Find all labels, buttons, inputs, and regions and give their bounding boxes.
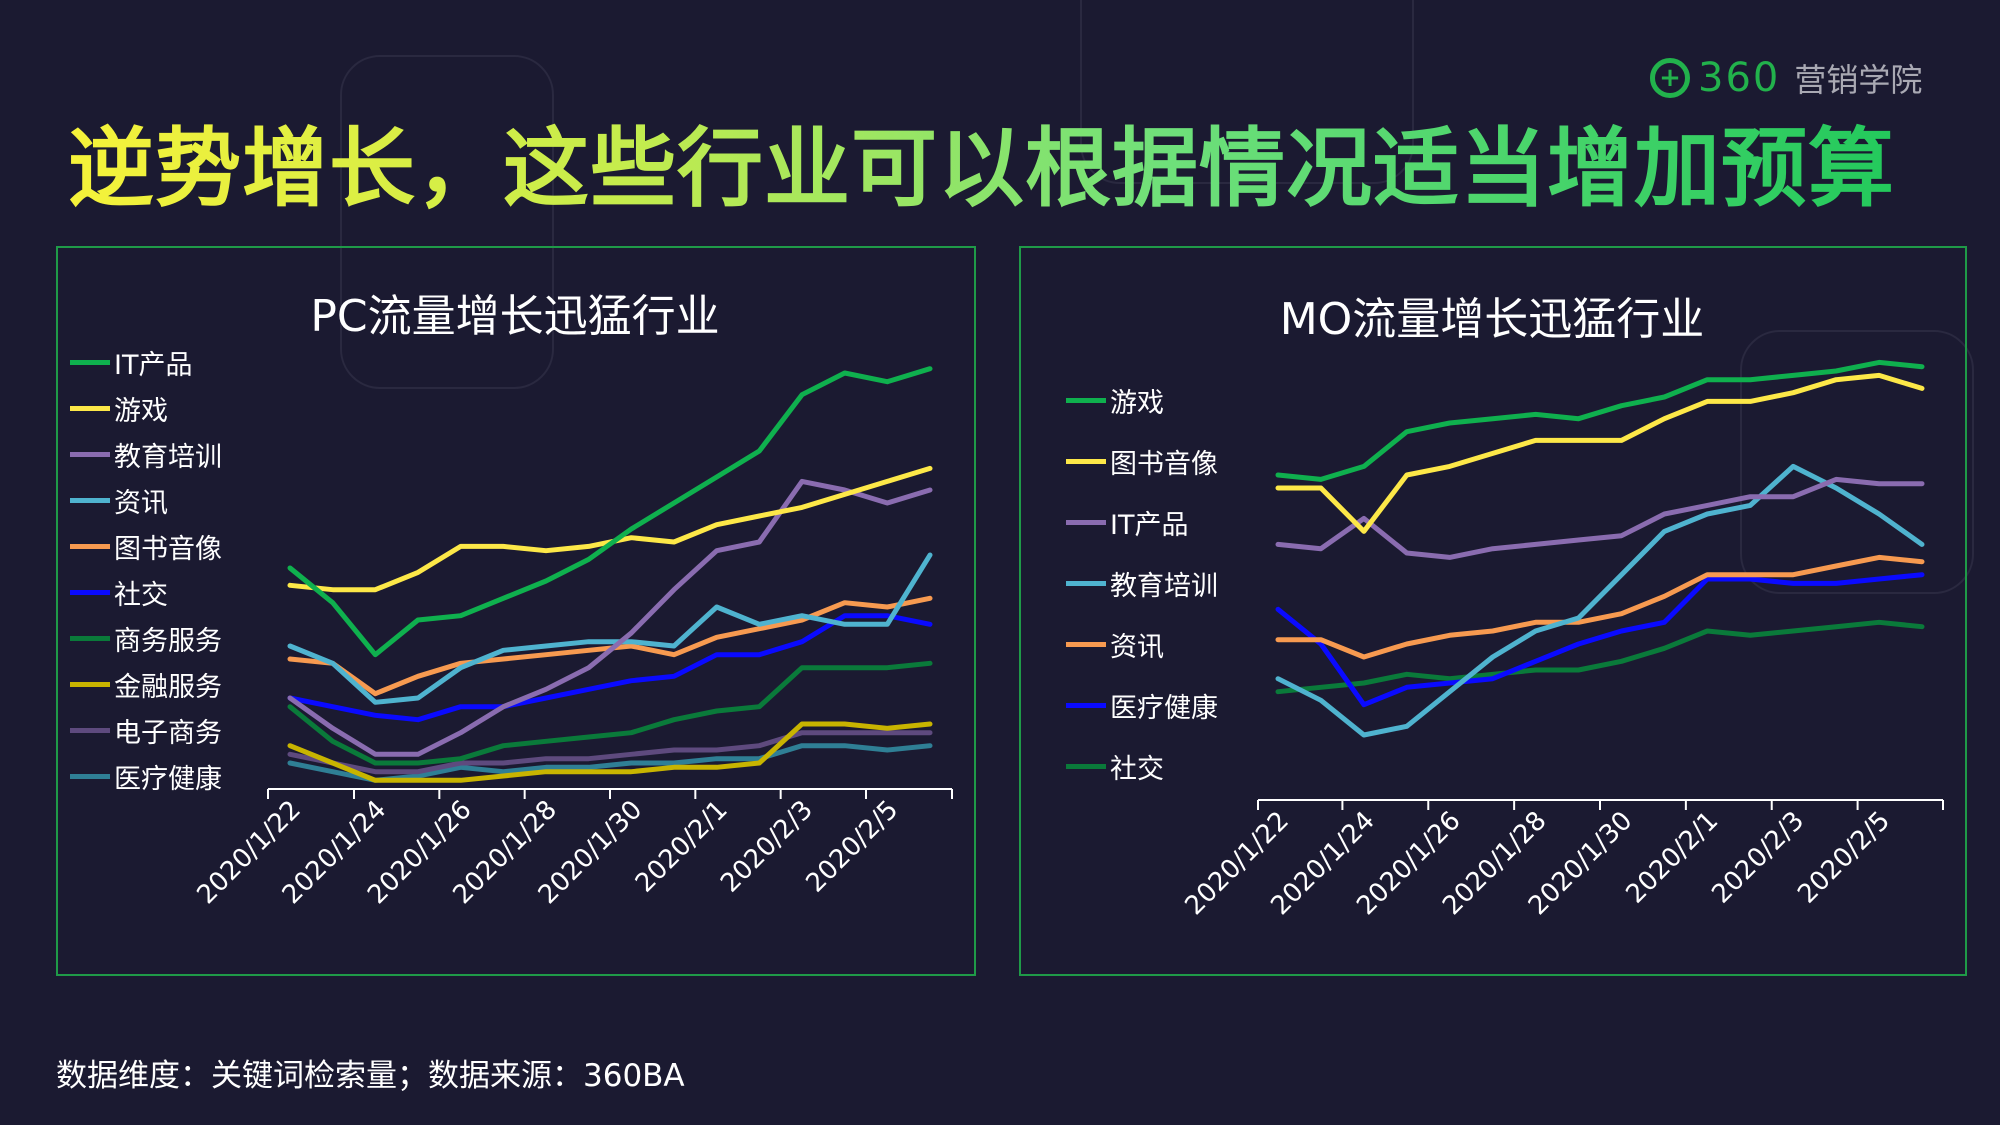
legend-swatch — [70, 405, 110, 411]
legend-swatch — [1066, 703, 1106, 708]
legend-item: IT产品 — [70, 339, 222, 385]
footnote: 数据维度：关键词检索量；数据来源：360BA — [56, 1058, 685, 1094]
legend-label: IT产品 — [1110, 510, 1189, 541]
legend-label: 游戏 — [1110, 388, 1164, 419]
logo-plus-icon: + — [1650, 58, 1690, 98]
legend-label: 社交 — [114, 579, 168, 611]
legend-label: 资讯 — [114, 487, 168, 519]
series-line — [287, 721, 933, 783]
legend-swatch — [70, 543, 110, 549]
series-line — [1275, 476, 1925, 560]
series-line — [1275, 463, 1925, 738]
series-line — [287, 478, 933, 757]
legend-item: 图书音像 — [1066, 431, 1218, 492]
legend-swatch — [70, 497, 110, 503]
page-title: 逆势增长，这些行业可以根据情况适当增加预算 — [68, 98, 1895, 223]
series-line — [287, 660, 933, 766]
legend-item: 医疗健康 — [70, 753, 222, 799]
series-line — [1275, 619, 1925, 695]
series-line — [287, 730, 933, 775]
series-line — [287, 613, 933, 723]
logo-number: 360 — [1698, 55, 1781, 101]
decorative-outline — [1740, 330, 1974, 594]
pc-chart-title: PC流量增长迅猛行业 — [310, 291, 720, 342]
legend-swatch — [70, 773, 110, 779]
legend-label: 游戏 — [114, 395, 168, 427]
legend-label: 医疗健康 — [1110, 693, 1218, 724]
x-tick-label: 2020/2/5 — [800, 795, 904, 899]
logo-text: 营销学院 — [1794, 61, 1923, 99]
legend-item: 资讯 — [1066, 614, 1218, 675]
legend-swatch — [1066, 520, 1106, 525]
series-line — [287, 552, 933, 705]
legend-swatch — [1066, 459, 1106, 464]
legend-item: 社交 — [1066, 736, 1218, 797]
legend-item: 教育培训 — [1066, 553, 1218, 614]
legend-item: 教育培训 — [70, 431, 222, 477]
legend-swatch — [70, 589, 110, 595]
legend-label: 商务服务 — [114, 625, 222, 657]
legend-swatch — [70, 635, 110, 641]
legend-swatch — [1066, 642, 1106, 647]
legend-item: 电子商务 — [70, 707, 222, 753]
x-tick-label: 2020/2/3 — [715, 795, 819, 899]
mo-chart-title: MO流量增长迅猛行业 — [1279, 294, 1705, 345]
legend-item: 医疗健康 — [1066, 675, 1218, 736]
legend-label: 图书音像 — [1110, 449, 1218, 480]
series-line — [1275, 572, 1925, 708]
legend-item: 图书音像 — [70, 523, 222, 569]
decorative-outline — [340, 55, 554, 389]
x-tick-label: 2020/2/5 — [1792, 806, 1896, 910]
series-line — [1275, 554, 1925, 660]
x-tick-label: 2020/2/3 — [1706, 806, 1810, 910]
legend-label: 医疗健康 — [114, 763, 222, 795]
legend-label: IT产品 — [114, 349, 193, 381]
pc-legend: IT产品游戏教育培训资讯图书音像社交商务服务金融服务电子商务医疗健康 — [70, 339, 222, 799]
legend-item: 游戏 — [1066, 370, 1218, 431]
legend-item: 资讯 — [70, 477, 222, 523]
mo-chart-panel — [1019, 246, 1967, 976]
x-tick-label: 2020/2/1 — [1620, 806, 1724, 910]
legend-swatch — [1066, 398, 1106, 403]
legend-label: 社交 — [1110, 754, 1164, 785]
legend-label: 图书音像 — [114, 533, 222, 565]
legend-item: IT产品 — [1066, 492, 1218, 553]
legend-item: 游戏 — [70, 385, 222, 431]
decorative-outline — [1080, 0, 1414, 184]
legend-label: 教育培训 — [114, 441, 222, 473]
legend-label: 金融服务 — [114, 671, 222, 703]
legend-label: 资讯 — [1110, 632, 1164, 663]
legend-swatch — [1066, 764, 1106, 769]
legend-item: 金融服务 — [70, 661, 222, 707]
pc-chart-panel — [56, 246, 976, 976]
brand-logo: + 360 营销学院 — [1650, 55, 1922, 101]
legend-item: 社交 — [70, 569, 222, 615]
series-line — [1275, 372, 1925, 534]
legend-swatch — [70, 727, 110, 733]
legend-item: 商务服务 — [70, 615, 222, 661]
legend-swatch — [70, 681, 110, 687]
legend-swatch — [70, 359, 110, 365]
legend-swatch — [70, 451, 110, 457]
legend-swatch — [1066, 581, 1106, 586]
legend-label: 教育培训 — [1110, 571, 1218, 602]
mo-legend: 游戏图书音像 IT产品教育培训资讯医疗健康社交 — [1066, 370, 1218, 797]
x-tick-label: 2020/2/1 — [630, 795, 734, 899]
legend-label: 电子商务 — [114, 717, 222, 749]
series-line — [1275, 359, 1925, 482]
series-line — [287, 366, 933, 658]
